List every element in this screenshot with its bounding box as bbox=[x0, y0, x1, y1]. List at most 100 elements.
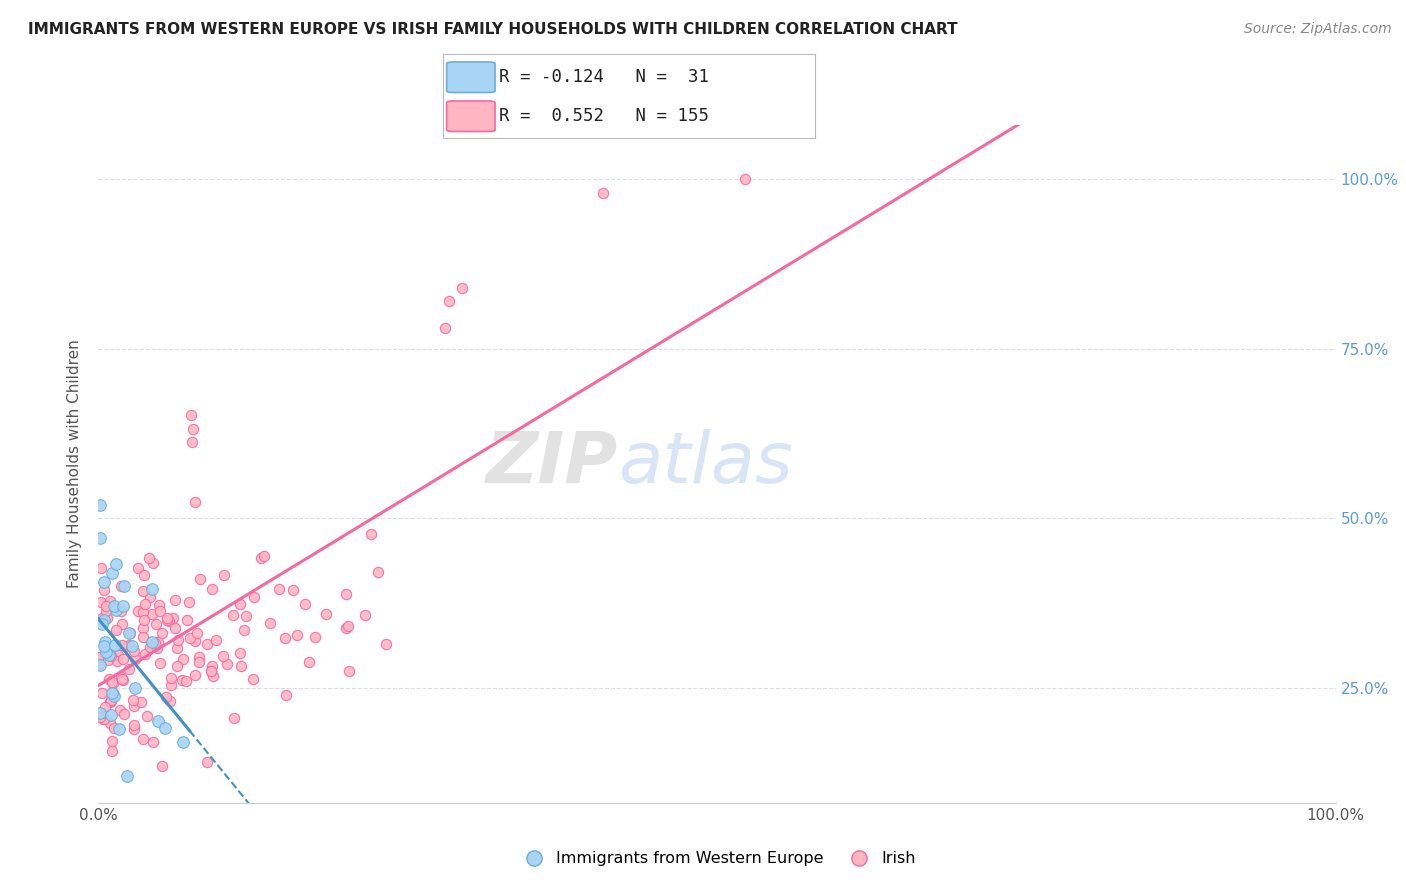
Point bbox=[229, 647, 252, 661]
Point bbox=[104, 638, 127, 652]
Point bbox=[180, 408, 202, 422]
Point bbox=[187, 655, 209, 669]
Point bbox=[132, 731, 155, 746]
Point bbox=[89, 710, 111, 724]
Point bbox=[146, 640, 169, 655]
Point bbox=[111, 638, 134, 652]
Point bbox=[159, 693, 181, 707]
Point bbox=[188, 573, 211, 587]
Point bbox=[94, 699, 117, 714]
Point bbox=[183, 495, 205, 509]
Point bbox=[89, 532, 111, 546]
Point bbox=[100, 648, 122, 663]
Point bbox=[112, 579, 135, 593]
Point bbox=[108, 703, 131, 717]
Point bbox=[118, 626, 141, 640]
Point bbox=[451, 280, 474, 294]
Point bbox=[112, 652, 135, 666]
Text: ZIP: ZIP bbox=[486, 429, 619, 499]
Point bbox=[132, 630, 155, 644]
Point bbox=[124, 699, 146, 714]
Point bbox=[201, 658, 224, 673]
Point bbox=[89, 657, 111, 672]
Point bbox=[129, 696, 152, 710]
Point bbox=[120, 626, 142, 640]
Point bbox=[134, 567, 156, 582]
Point bbox=[181, 422, 204, 436]
Text: R =  0.552   N = 155: R = 0.552 N = 155 bbox=[499, 107, 709, 125]
Point bbox=[170, 673, 193, 687]
Point bbox=[89, 706, 111, 720]
Point bbox=[177, 595, 200, 609]
Point bbox=[103, 721, 125, 735]
Point bbox=[118, 662, 141, 676]
Point bbox=[93, 640, 115, 654]
Point bbox=[134, 613, 156, 627]
Point bbox=[437, 294, 460, 309]
Point bbox=[166, 659, 188, 673]
Point bbox=[145, 617, 167, 632]
Point bbox=[212, 648, 235, 663]
Point bbox=[186, 625, 208, 640]
Point bbox=[150, 625, 173, 640]
Point bbox=[98, 648, 121, 663]
Point bbox=[93, 712, 115, 726]
Point bbox=[101, 676, 124, 690]
Point bbox=[104, 623, 127, 637]
Point bbox=[100, 692, 122, 706]
Point bbox=[108, 722, 131, 736]
Point bbox=[734, 172, 756, 186]
Point bbox=[93, 582, 115, 597]
Point bbox=[141, 582, 163, 596]
Point bbox=[139, 640, 162, 654]
Point bbox=[360, 526, 382, 541]
Point bbox=[141, 557, 163, 571]
Point bbox=[212, 568, 235, 582]
Point bbox=[100, 744, 122, 758]
Point bbox=[335, 621, 357, 635]
Point bbox=[166, 633, 188, 648]
Point bbox=[100, 707, 122, 722]
Point bbox=[138, 550, 160, 565]
Point bbox=[141, 640, 163, 654]
Point bbox=[103, 599, 125, 613]
Point bbox=[281, 582, 304, 597]
Point bbox=[162, 610, 184, 624]
Point bbox=[146, 635, 169, 649]
Point bbox=[217, 657, 239, 672]
Point bbox=[304, 630, 326, 644]
Point bbox=[201, 582, 224, 597]
Point bbox=[274, 631, 297, 645]
Point bbox=[172, 652, 194, 666]
Point bbox=[159, 671, 181, 685]
Point bbox=[259, 615, 281, 630]
Legend: Immigrants from Western Europe, Irish: Immigrants from Western Europe, Irish bbox=[512, 845, 922, 872]
Point bbox=[141, 607, 163, 621]
Point bbox=[98, 594, 121, 608]
Point bbox=[98, 716, 121, 731]
Point bbox=[110, 604, 132, 618]
Point bbox=[156, 613, 179, 627]
Point bbox=[101, 566, 124, 580]
Text: Source: ZipAtlas.com: Source: ZipAtlas.com bbox=[1244, 22, 1392, 37]
FancyBboxPatch shape bbox=[447, 62, 495, 93]
Point bbox=[97, 653, 120, 667]
Point bbox=[184, 634, 207, 648]
Point bbox=[200, 664, 222, 678]
Point bbox=[294, 598, 316, 612]
Point bbox=[89, 649, 111, 664]
Point bbox=[195, 755, 218, 769]
Point bbox=[163, 593, 186, 607]
Point bbox=[297, 655, 319, 669]
Point bbox=[90, 561, 112, 575]
Point bbox=[127, 561, 149, 575]
Point bbox=[143, 635, 166, 649]
Point bbox=[285, 628, 308, 642]
Point bbox=[98, 695, 121, 709]
Point bbox=[153, 721, 176, 735]
Point bbox=[157, 615, 180, 629]
Point bbox=[229, 658, 252, 673]
Point bbox=[205, 633, 228, 648]
Point bbox=[142, 735, 165, 749]
Point bbox=[91, 712, 114, 726]
